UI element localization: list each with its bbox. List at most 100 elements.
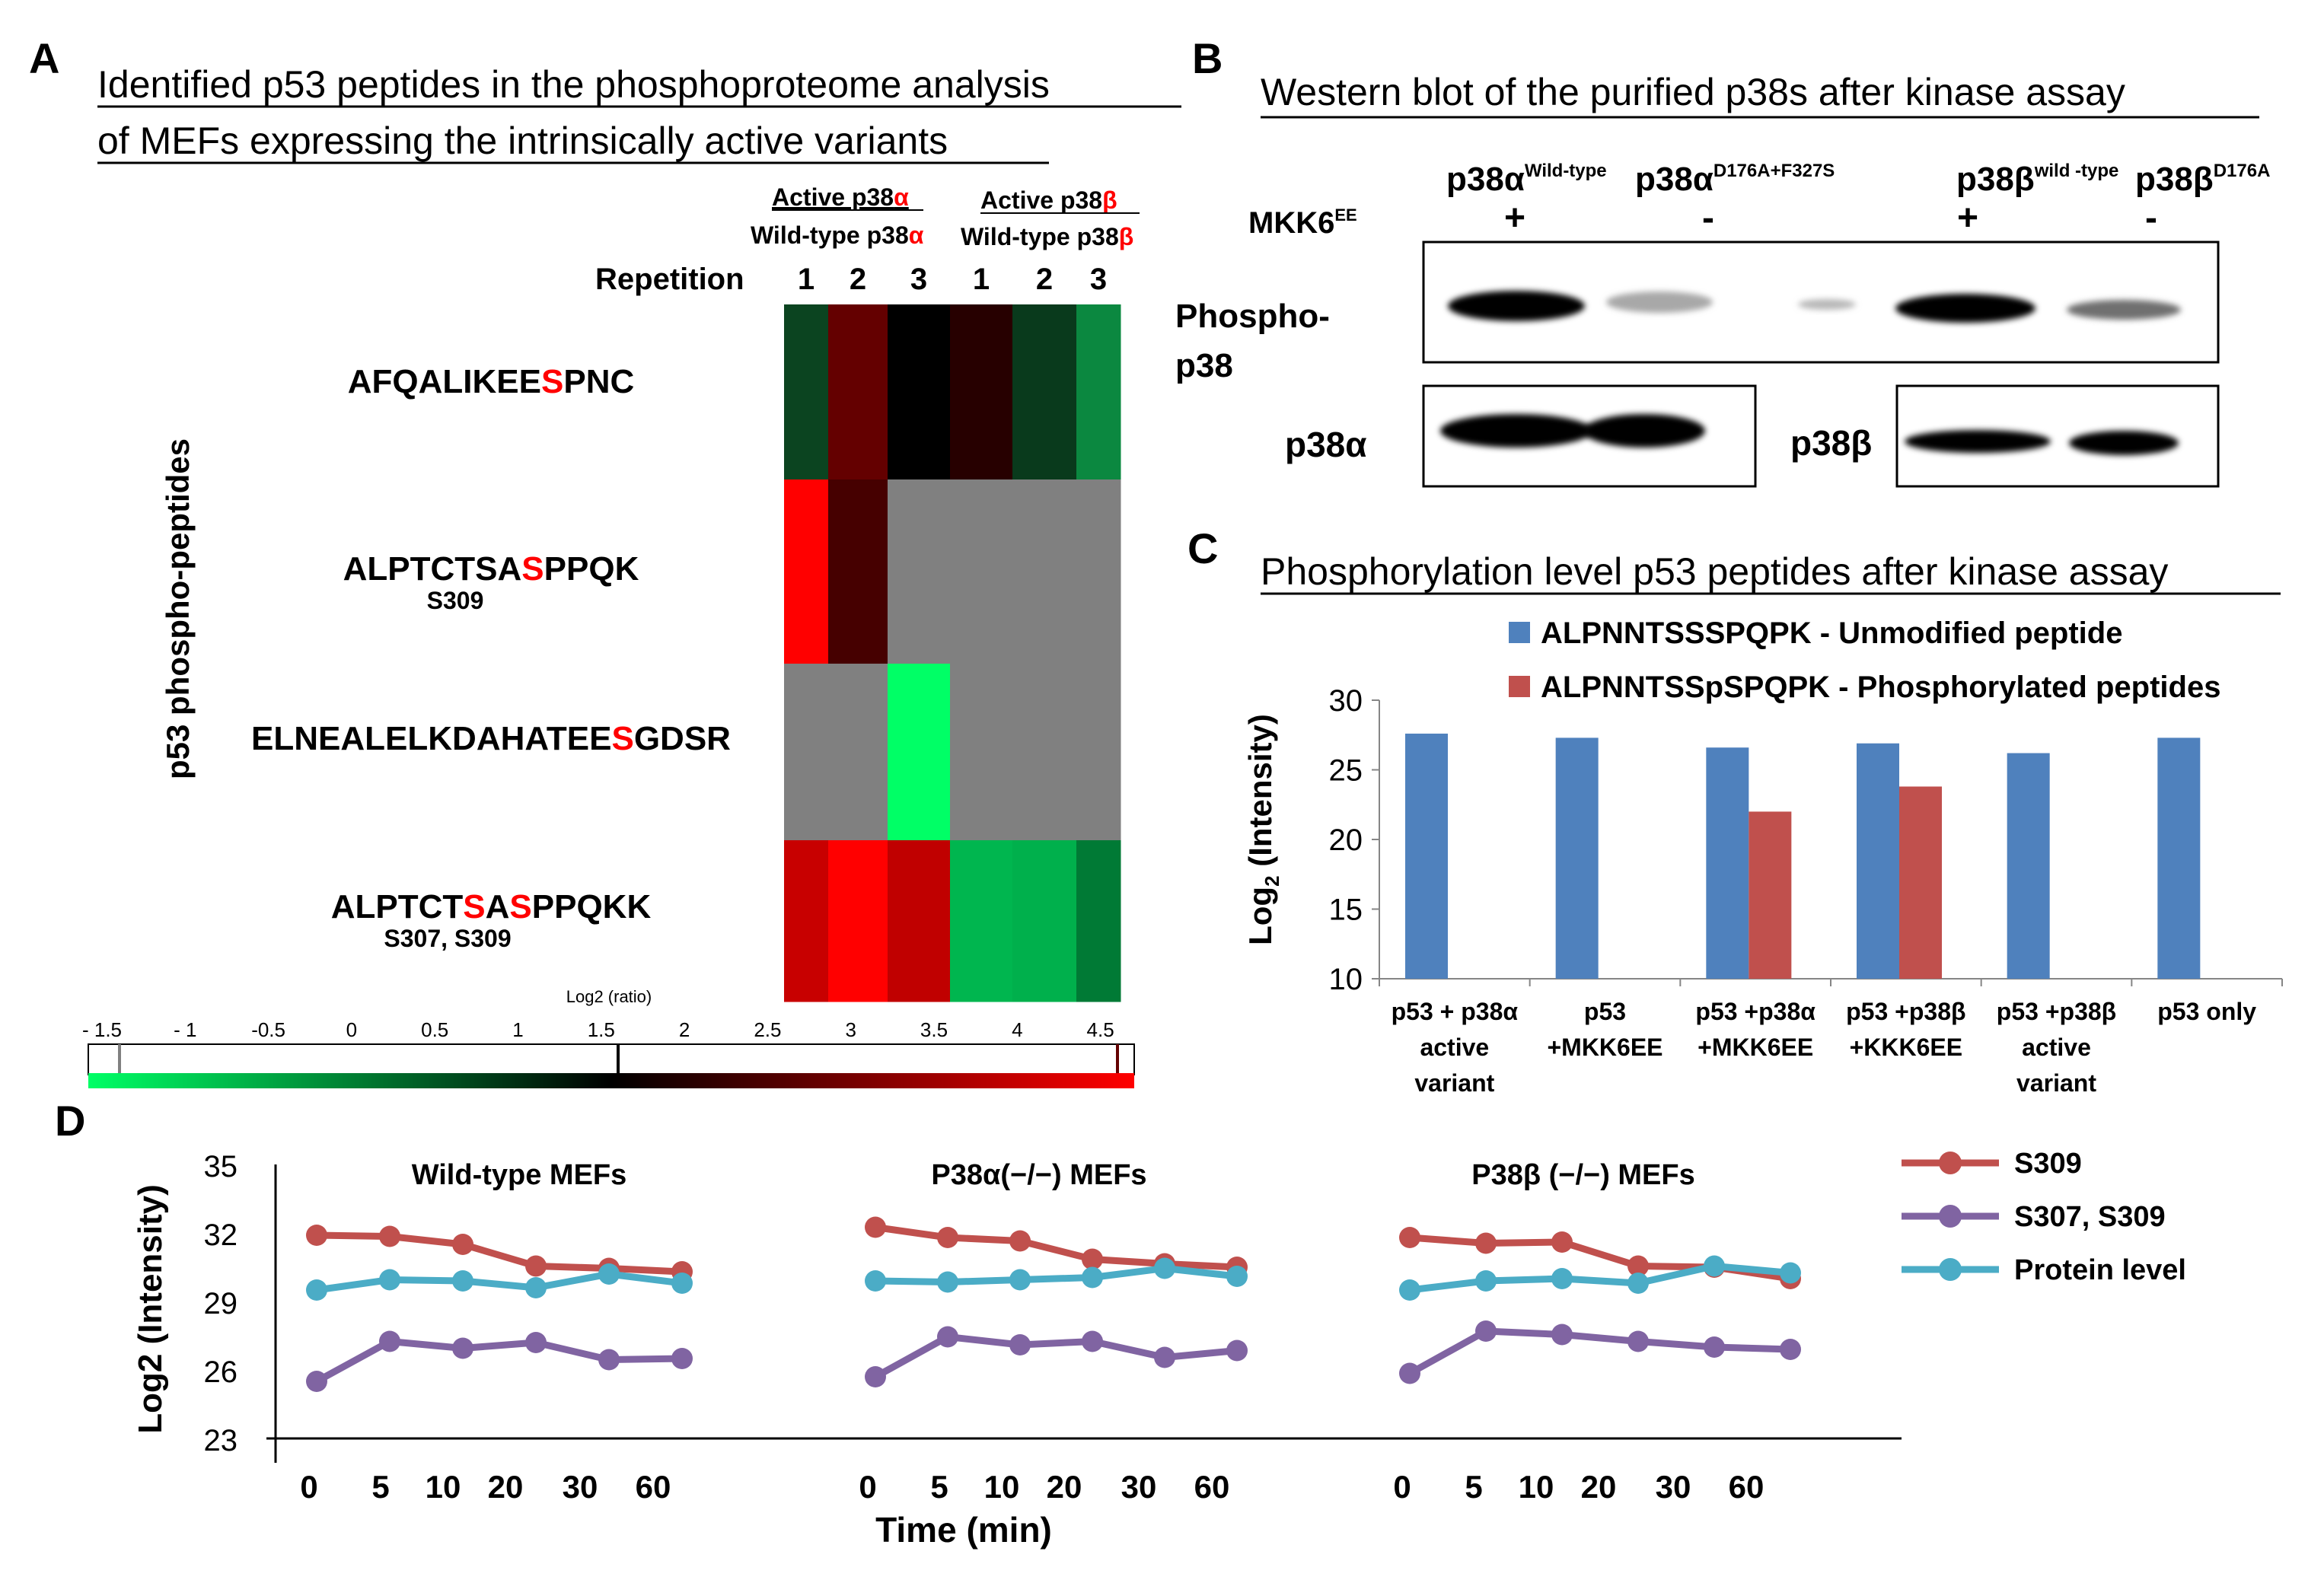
subplot-title: P38β (−/−) MEFs (1471, 1159, 1695, 1191)
phospho-site-residue: S (541, 363, 563, 400)
category-label: +KKK6EE (1850, 1034, 1963, 1061)
repetition-number: 2 (850, 263, 866, 296)
panel-c-bar-chart: 10 15 20 25 30 p53 + p38α active variant p53 +MKK… (1329, 684, 2283, 1097)
series-point (1226, 1339, 1248, 1362)
heatmap-cell (1076, 664, 1121, 841)
blot-lane-mkk6-sign: - (2145, 198, 2157, 238)
bar (1405, 733, 1448, 979)
legend-marker (1939, 1152, 1962, 1174)
x-tick-label: 0 (300, 1469, 317, 1505)
series-point (306, 1279, 327, 1301)
panel-c-title: Phosphorylation level p53 peptides after… (1261, 550, 2168, 593)
y-tick-label: 29 (204, 1287, 238, 1320)
series-point (379, 1225, 400, 1247)
series-point (1627, 1255, 1649, 1277)
panel-d-x-axis-label: Time (min) (875, 1510, 1052, 1550)
x-tick-label: 0 (1393, 1469, 1411, 1505)
peptide-part: ALPTCT (331, 888, 464, 925)
repetition-numbers: 1 2 3 1 2 3 (798, 263, 1107, 296)
series-point (1082, 1266, 1103, 1289)
category-label: p53 +p38β (1846, 998, 1965, 1025)
phospho-band-3 (1798, 299, 1856, 310)
y-tick-label: 25 (1329, 754, 1363, 788)
legend-label: S309 (2014, 1148, 2082, 1180)
bar (1555, 737, 1599, 979)
repetition-number: 1 (798, 263, 815, 296)
series-point (1154, 1257, 1175, 1279)
group-header-beta: Active p38β Wild-type p38β (961, 186, 1140, 250)
phospho-site-residue: S (611, 720, 633, 757)
bar (1706, 747, 1749, 979)
blot-lane-name: p38βD176A (2135, 161, 2270, 198)
heatmap-cell (828, 304, 888, 480)
x-tick-label: 20 (1047, 1469, 1082, 1505)
colorbar-tick-label: 3.5 (920, 1018, 948, 1041)
peptide-part: PPQKK (532, 888, 652, 925)
colorbar-tick-label: 2 (679, 1018, 690, 1041)
colorbar-tick-label: 4 (1012, 1018, 1022, 1041)
series-point (452, 1234, 473, 1255)
x-tick-label: 10 (1519, 1469, 1554, 1505)
panel-c-y-label-main: Log (1242, 887, 1278, 945)
group-header-alpha: Active p38α Wild-type p38α (751, 183, 924, 249)
series-point (865, 1216, 886, 1238)
series-point (525, 1277, 547, 1298)
colorbar-tick-label: 0 (346, 1018, 357, 1041)
colorbar-tick-label: -0.5 (251, 1018, 285, 1041)
x-tick-label: 30 (1656, 1469, 1691, 1505)
series-point (306, 1225, 327, 1246)
x-tick-label: 60 (636, 1469, 671, 1505)
group-alpha-active-text: Active p38 (772, 183, 894, 211)
y-tick-label: 23 (204, 1424, 238, 1457)
heatmap-cell (784, 664, 829, 841)
series-point (1399, 1362, 1420, 1384)
colorbar-gradient (88, 1073, 1134, 1088)
x-tick-label: 10 (426, 1469, 461, 1505)
p38-alpha-blot (1422, 384, 1757, 488)
series-line (872, 1265, 1241, 1285)
colorbar-tick-label: 1.5 (588, 1018, 615, 1041)
beta-band-2 (2069, 431, 2179, 455)
blot-lane-name: p38αWild-type (1446, 161, 1607, 198)
blot-lane-protein: p38α (1635, 161, 1714, 198)
x-tick-label: 0 (859, 1469, 876, 1505)
series-point (1704, 1255, 1725, 1277)
series-point (1551, 1324, 1573, 1346)
panel-d-y-axis-label: Log2 (Intensity) (132, 1184, 169, 1434)
y-tick-label: 10 (1329, 963, 1363, 996)
heatmap-cell (1012, 479, 1077, 664)
panel-c-y-label-sub: 2 (1261, 875, 1283, 886)
peptide-sequence: AFQALIKEESPNC (348, 363, 635, 400)
blot-lane-variant: Wild-type (1525, 161, 1607, 181)
category-label: p53 + p38α (1392, 998, 1519, 1025)
series-point (937, 1271, 958, 1293)
svg-text:Active p38β: Active p38β (980, 186, 1117, 214)
series-point (1399, 1279, 1420, 1301)
series-point (1082, 1248, 1103, 1270)
category-label: +MKK6EE (1698, 1034, 1813, 1061)
repetition-label: Repetition (595, 263, 744, 296)
category-label: p53 (1584, 998, 1626, 1025)
series-point (1704, 1336, 1725, 1358)
heatmap-cell (950, 664, 1013, 841)
category-label: active (2022, 1034, 2091, 1061)
bar (1857, 743, 1899, 979)
group-alpha-wt-text: Wild-type p38 (751, 221, 909, 249)
peptide-sequence: ALPTCTSASPPQKK (331, 888, 652, 925)
series-point (1475, 1232, 1497, 1254)
series-point (1009, 1269, 1031, 1291)
peptide-labels: AFQALIKEESPNCALPTCTSASPPQKS309ELNEALELKD… (251, 363, 731, 952)
panel-b-title: Western blot of the purified p38s after … (1261, 71, 2125, 113)
heatmap-cell (888, 840, 951, 1002)
mkk6-label: MKK6EE (1248, 205, 1357, 240)
colorbar-ticks: - 1.5 - 1 -0.5 0 0.5 1 1.5 2 2.5 3 3.5 4 4.5 (82, 1018, 1114, 1041)
colorbar-tick-label: - 1.5 (82, 1018, 122, 1041)
panel-a-y-axis-label: p53 phospho-peptides (160, 438, 196, 779)
legend-label: Protein level (2014, 1254, 2186, 1286)
series-point (525, 1255, 547, 1277)
group-beta-active-text: Active p38 (980, 186, 1102, 214)
series-point (1475, 1320, 1497, 1342)
phospho-site-residue: S (509, 888, 531, 925)
subplot-title: Wild-type MEFs (412, 1159, 627, 1191)
series-point (452, 1337, 473, 1359)
